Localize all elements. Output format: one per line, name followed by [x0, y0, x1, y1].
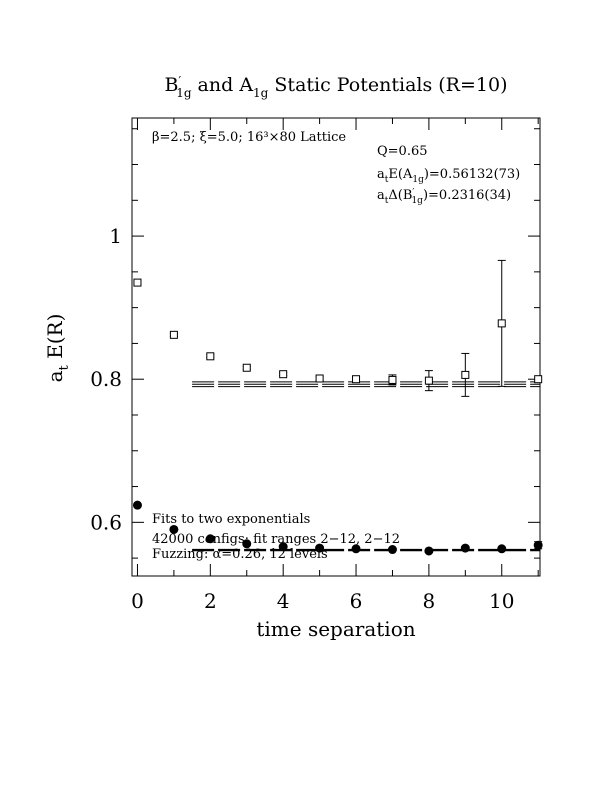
a1g-data-point: [315, 543, 325, 553]
x-tick-label: 8: [423, 589, 436, 613]
axis-tick-labels: 0 2 4 6 8 10 0.6 0.8 1: [90, 224, 514, 613]
x-tick-label: 10: [489, 589, 514, 613]
axis-ticks: [132, 118, 540, 576]
b1g-data-point: [206, 352, 215, 361]
b1g-data-point: [315, 374, 324, 383]
a1g-data-point: [132, 500, 142, 510]
a1g-data-point: [351, 544, 361, 554]
b1g-data-point: [242, 363, 251, 372]
x-axis-label: time separation: [256, 617, 415, 641]
config-count-label: 42000 configs; fit ranges 2−12, 2−12: [152, 532, 400, 547]
a1g-data-point: [424, 546, 434, 556]
chart-title: B′ 1g and A1g Static Potentials (R=10): [164, 74, 507, 100]
b1g-data-point: [424, 376, 433, 385]
b1g-data-point: [169, 330, 178, 339]
a1g-energy-label: atE(A1g)=0.56132(73): [377, 167, 520, 185]
y-tick-label: 0.8: [90, 367, 122, 391]
b1g-data-point: [388, 375, 397, 384]
b1g-data-point: [461, 370, 470, 379]
y-axis-label: at E(R): [43, 314, 72, 383]
a1g-data-point: [497, 544, 507, 554]
b1g-data-point: [133, 278, 142, 287]
b1g-data-point: [352, 375, 361, 384]
a1g-data-point: [278, 542, 288, 552]
b1g-data-point: [279, 370, 288, 379]
x-tick-label: 2: [204, 589, 217, 613]
b1g-gap-label: atΔ(B′ 1g)=0.2316(34): [377, 188, 511, 206]
a1g-data-point: [242, 539, 252, 549]
x-tick-label: 4: [277, 589, 290, 613]
fit-description-label: Fits to two exponentials: [152, 512, 310, 527]
plot-frame: [131, 117, 541, 577]
a1g-data-point: [205, 534, 215, 544]
b1g-data-point: [534, 375, 543, 384]
lattice-parameters-label: β=2.5; ξ=5.0; 16³×80 Lattice: [152, 130, 346, 145]
data-points: [132, 259, 543, 556]
a1g-data-point: [460, 543, 470, 553]
q-value-label: Q=0.65: [377, 144, 428, 159]
a1g-data-point: [387, 545, 397, 555]
b1g-data-point: [497, 319, 506, 328]
a1g-data-point: [533, 540, 543, 550]
x-tick-label: 0: [131, 589, 144, 613]
fit-lines: [192, 381, 540, 552]
y-tick-label: 1: [109, 224, 122, 248]
x-tick-label: 6: [350, 589, 363, 613]
y-tick-label: 0.6: [90, 510, 122, 534]
a1g-data-point: [169, 524, 179, 534]
